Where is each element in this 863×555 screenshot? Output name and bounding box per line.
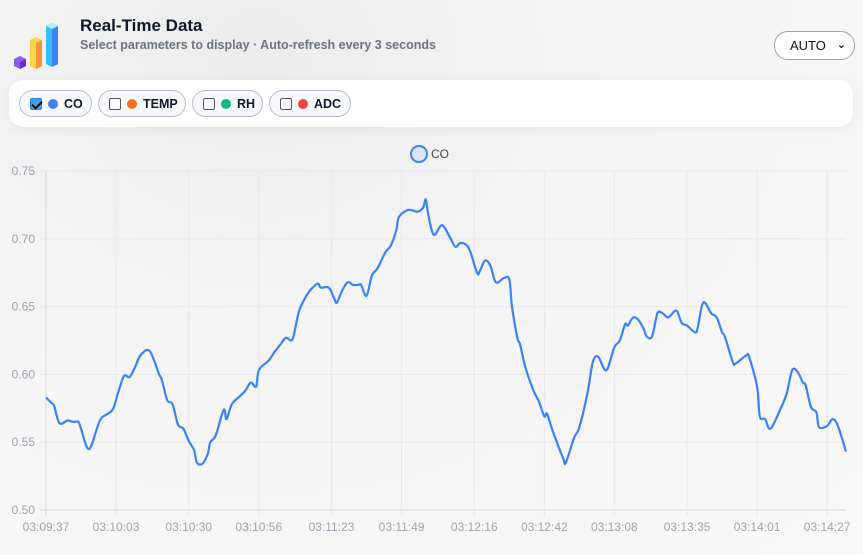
temp-label: TEMP [143, 96, 178, 111]
parameter-filter-bar: CO TEMP RH ADC [9, 80, 853, 127]
y-tick-label: 0.65 [12, 300, 36, 314]
x-tick-label: 03:10:30 [165, 520, 212, 534]
x-tick-label: 03:13:35 [664, 520, 711, 534]
refresh-mode-value: AUTO [790, 38, 826, 53]
co-color-dot [48, 98, 58, 109]
x-tick-label: 03:13:08 [591, 520, 638, 534]
bar-chart-3d-icon [14, 23, 58, 69]
parameter-chip-rh[interactable]: RH [192, 90, 263, 117]
x-tick-label: 03:14:01 [734, 520, 781, 534]
series-line-co [45, 198, 848, 466]
temp-checkbox[interactable] [109, 97, 121, 110]
parameter-chip-co[interactable]: CO [19, 90, 92, 117]
rh-color-dot [221, 98, 231, 109]
x-tick-label: 03:10:56 [235, 520, 282, 534]
y-tick-label: 0.70 [12, 232, 36, 246]
y-tick-label: 0.50 [12, 503, 36, 517]
adc-color-dot [298, 98, 308, 109]
chart-legend[interactable]: CO [410, 145, 449, 163]
x-tick-label: 03:11:23 [309, 520, 355, 534]
adc-checkbox[interactable] [280, 97, 292, 110]
parameter-chip-temp[interactable]: TEMP [98, 90, 186, 117]
x-tick-label: 03:12:42 [521, 520, 568, 534]
parameter-chip-adc[interactable]: ADC [269, 90, 351, 117]
y-tick-label: 0.55 [12, 435, 36, 449]
rh-checkbox[interactable] [203, 97, 215, 110]
refresh-mode-select[interactable]: AUTO ⌄ [774, 31, 855, 60]
x-tick-label: 03:14:27 [804, 520, 851, 534]
x-tick-label: 03:11:49 [379, 520, 425, 534]
page-subtitle: Select parameters to display · Auto-refr… [80, 38, 436, 52]
page-title: Real-Time Data [80, 16, 203, 35]
chevron-down-icon: ⌄ [836, 39, 846, 51]
co-label: CO [64, 96, 83, 111]
co-line-chart: 0.75 0.70 0.65 0.60 0.55 0.50 03:09:37 03:10:03… [12, 145, 851, 534]
y-tick-label: 0.75 [12, 164, 36, 178]
temp-color-dot [127, 98, 137, 109]
y-tick-label: 0.60 [12, 367, 36, 381]
x-tick-label: 03:10:03 [93, 520, 140, 534]
legend-label-co: CO [431, 147, 449, 161]
adc-label: ADC [314, 96, 342, 111]
co-checkbox[interactable] [30, 97, 42, 110]
x-tick-label: 03:12:16 [451, 520, 498, 534]
rh-label: RH [237, 96, 256, 111]
legend-marker-co [410, 145, 428, 163]
x-tick-label: 03:09:37 [23, 520, 70, 534]
